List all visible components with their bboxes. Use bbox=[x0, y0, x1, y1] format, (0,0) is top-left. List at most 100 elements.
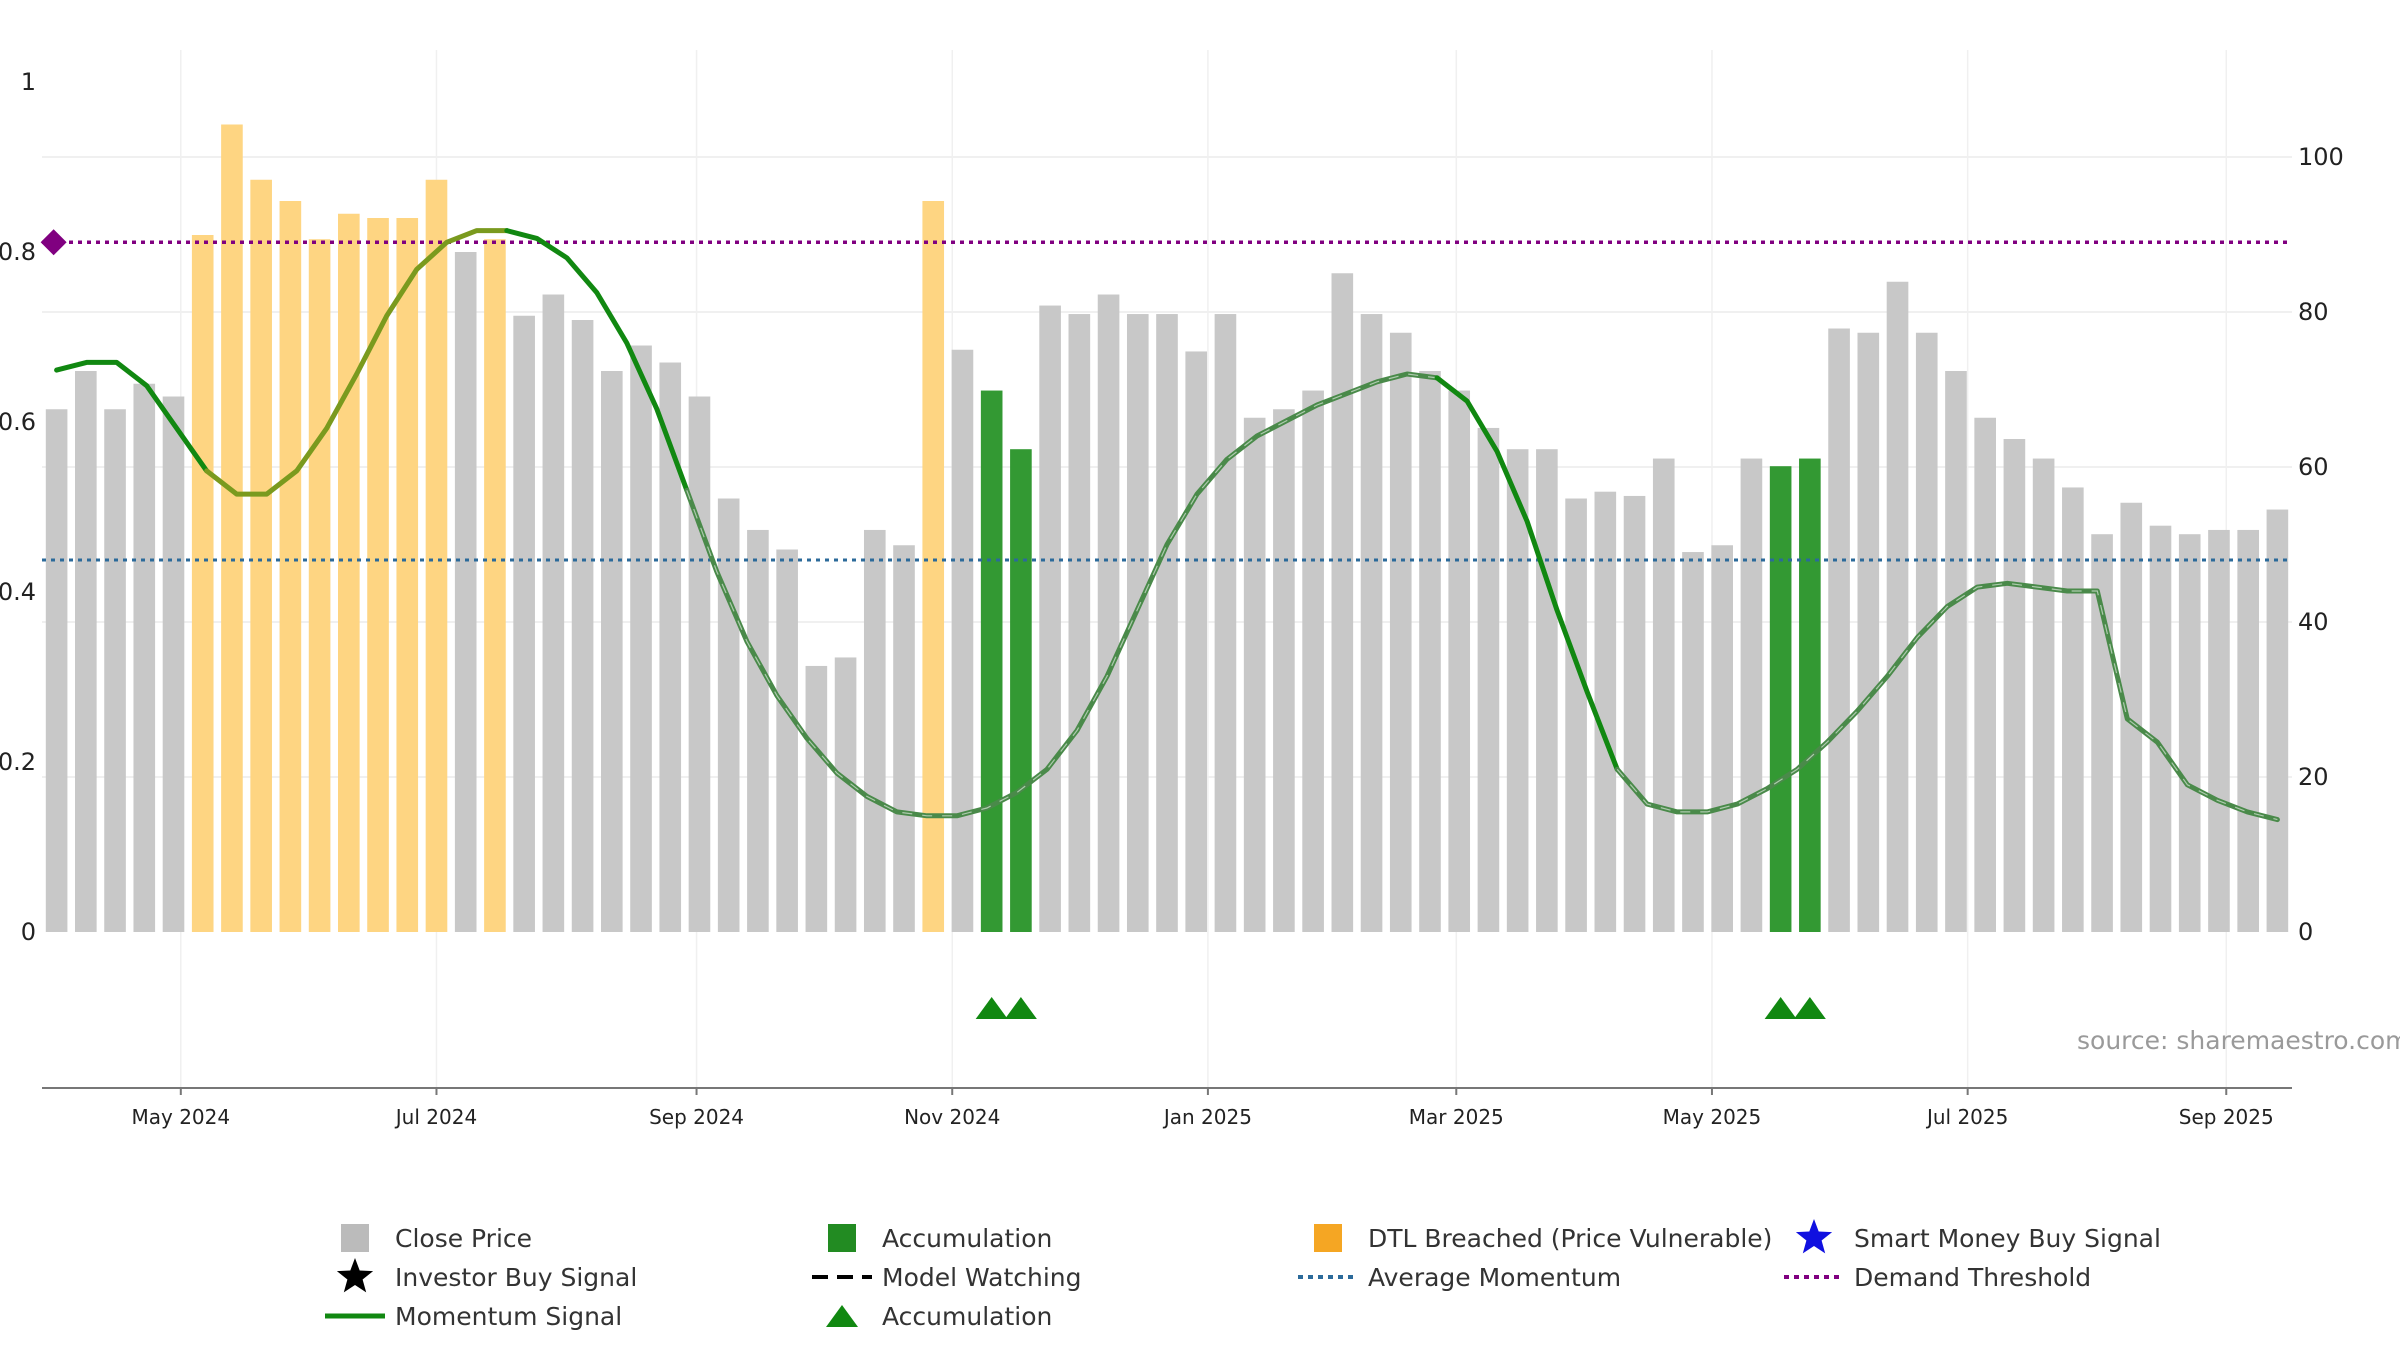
bar-gray bbox=[571, 320, 594, 932]
bar-gray bbox=[2003, 439, 2026, 932]
legend-label: Smart Money Buy Signal bbox=[1854, 1224, 2161, 1253]
x-tick-label: Mar 2025 bbox=[1409, 1105, 1504, 1129]
legend-label: Accumulation bbox=[882, 1302, 1052, 1331]
momentum-signal-dash-overlay bbox=[686, 373, 1438, 817]
bar-gray bbox=[1185, 351, 1208, 932]
bar-orange bbox=[367, 218, 389, 932]
bar-gray bbox=[893, 545, 915, 932]
markers-layer bbox=[40, 229, 1826, 1019]
bar-orange bbox=[425, 179, 448, 932]
bar-green bbox=[1769, 466, 1792, 932]
x-tick-label: Sep 2025 bbox=[2179, 1105, 2274, 1129]
bar-gray bbox=[630, 345, 652, 932]
bar-gray bbox=[1039, 305, 1061, 932]
bar-gray bbox=[1565, 498, 1587, 932]
x-tick-label: Jul 2024 bbox=[394, 1105, 477, 1129]
left-tick-label: 0 bbox=[21, 918, 36, 946]
legend-label: Momentum Signal bbox=[395, 1302, 622, 1331]
bar-gray bbox=[454, 252, 477, 932]
bar-gray bbox=[1419, 371, 1441, 932]
bar-gray bbox=[1243, 417, 1266, 932]
bar-gray bbox=[1974, 417, 1996, 932]
source-label: source: sharemaestro.com bbox=[2077, 1026, 2400, 1055]
bar-gray bbox=[1331, 273, 1354, 932]
x-tick-label: May 2024 bbox=[131, 1105, 230, 1129]
left-tick-label: 0.4 bbox=[0, 578, 36, 606]
bar-gray bbox=[2149, 525, 2172, 932]
bar-gray bbox=[747, 529, 769, 932]
bar-orange bbox=[221, 124, 243, 932]
bar-gray bbox=[1886, 281, 1909, 932]
accumulation-triangle bbox=[1793, 997, 1826, 1019]
momentum-signal-bright bbox=[1434, 375, 1620, 772]
bar-orange bbox=[484, 239, 506, 932]
legend-item: Investor Buy Signal bbox=[336, 1258, 637, 1293]
legend-symbol-star bbox=[1795, 1219, 1833, 1254]
bar-green bbox=[980, 390, 1003, 932]
bar-gray bbox=[1623, 495, 1646, 932]
bar-gray bbox=[2178, 534, 2201, 932]
legend-label: Average Momentum bbox=[1368, 1263, 1621, 1292]
bar-gray bbox=[1857, 332, 1880, 932]
bar-orange bbox=[338, 213, 360, 932]
bar-gray bbox=[2208, 529, 2230, 932]
legend-symbol-square bbox=[828, 1224, 856, 1252]
legend-label: Investor Buy Signal bbox=[395, 1263, 637, 1292]
bar-gray bbox=[1594, 491, 1617, 932]
bar-orange bbox=[922, 201, 945, 932]
legend-item: Demand Threshold bbox=[1784, 1263, 2091, 1292]
right-tick-label: 20 bbox=[2298, 763, 2329, 791]
left-tick-label: 0.6 bbox=[0, 408, 36, 436]
bar-orange bbox=[308, 239, 331, 932]
bar-gray bbox=[2062, 487, 2084, 932]
right-tick-label: 0 bbox=[2298, 918, 2313, 946]
momentum-signal-bright bbox=[504, 228, 690, 493]
bar-orange bbox=[396, 218, 419, 932]
bar-gray bbox=[1536, 449, 1558, 932]
bar-gray bbox=[1389, 332, 1412, 932]
legend-symbol-star bbox=[336, 1258, 374, 1293]
bar-gray bbox=[1477, 427, 1500, 932]
x-tick-label: May 2025 bbox=[1663, 1105, 1762, 1129]
bar-gray bbox=[1126, 314, 1149, 932]
momentum-signal-dash-overlay bbox=[1616, 582, 2278, 821]
x-tick-label: Jul 2025 bbox=[1925, 1105, 2008, 1129]
bar-orange bbox=[279, 201, 302, 932]
legend-item: Accumulation bbox=[828, 1224, 1052, 1253]
momentum-signal-bright bbox=[54, 359, 210, 474]
bar-gray bbox=[659, 362, 682, 932]
bar-gray bbox=[1302, 390, 1324, 932]
accumulation-triangle bbox=[975, 997, 1008, 1019]
legend-item: Momentum Signal bbox=[325, 1302, 622, 1331]
bar-gray bbox=[2237, 529, 2259, 932]
right-tick-label: 80 bbox=[2298, 298, 2329, 326]
bar-gray bbox=[2032, 458, 2055, 932]
x-tick-label: Nov 2024 bbox=[904, 1105, 1000, 1129]
bar-gray bbox=[688, 396, 711, 932]
bar-gray bbox=[1068, 314, 1091, 932]
bar-gray bbox=[600, 371, 623, 932]
bar-gray bbox=[1652, 458, 1675, 932]
demand-threshold-marker bbox=[40, 229, 67, 256]
legend-label: Model Watching bbox=[882, 1263, 1082, 1292]
bar-gray bbox=[776, 549, 798, 932]
bar-gray bbox=[1711, 545, 1734, 932]
bar-gray bbox=[104, 409, 126, 932]
bar-gray bbox=[1506, 449, 1529, 932]
bar-gray bbox=[1273, 409, 1295, 932]
bar-gray bbox=[951, 349, 974, 932]
bar-gray bbox=[1214, 314, 1237, 932]
bar-gray bbox=[2266, 509, 2289, 932]
left-tick-label: 1 bbox=[21, 68, 36, 96]
bar-green bbox=[1010, 449, 1032, 932]
bar-orange bbox=[250, 179, 272, 932]
left-tick-label: 0.2 bbox=[0, 748, 36, 776]
bar-gray bbox=[1156, 314, 1178, 932]
bar-gray bbox=[805, 665, 828, 932]
legend-item: Model Watching bbox=[812, 1263, 1082, 1292]
bar-gray bbox=[133, 383, 156, 932]
bar-gray bbox=[834, 657, 857, 932]
legend-item: Smart Money Buy Signal bbox=[1795, 1219, 2161, 1254]
legend-symbol-square bbox=[341, 1224, 369, 1252]
